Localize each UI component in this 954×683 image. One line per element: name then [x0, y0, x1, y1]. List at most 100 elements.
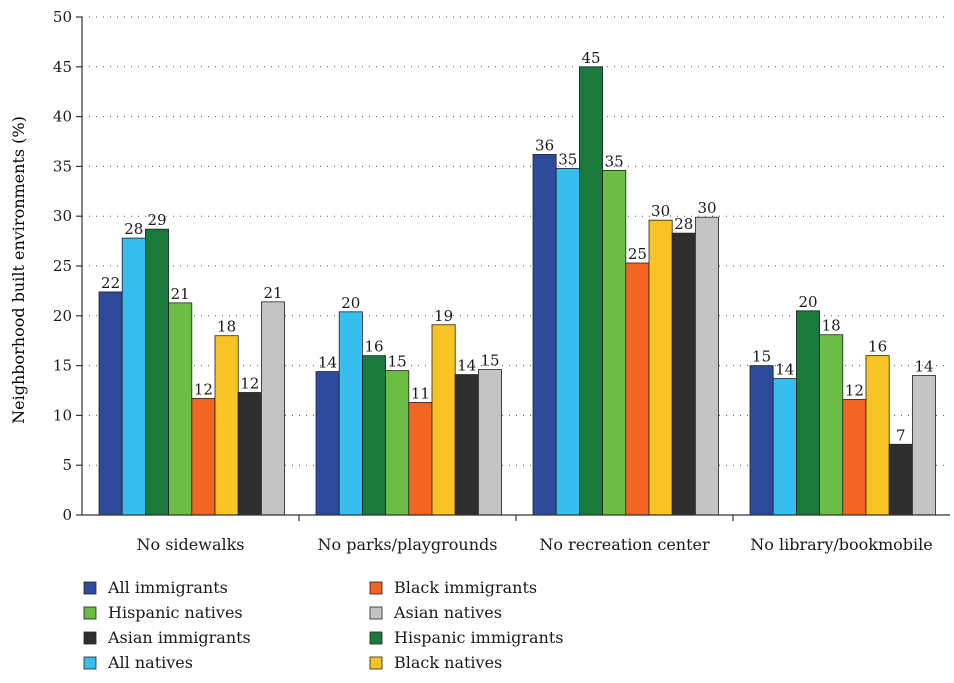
data-label: 14: [318, 354, 337, 372]
legend-swatch: [83, 631, 97, 645]
data-label: 35: [605, 152, 624, 170]
data-label: 14: [457, 357, 476, 375]
bar: [144, 228, 169, 516]
legend-label: Hispanic natives: [108, 603, 243, 622]
data-label: 25: [628, 245, 647, 263]
category-label: No recreation center: [539, 535, 710, 554]
data-label: 35: [558, 150, 577, 168]
legend-swatch: [369, 581, 383, 595]
data-label: 16: [868, 338, 887, 356]
legend-swatch: [83, 606, 97, 620]
data-label: 36: [535, 136, 554, 154]
bar: [431, 324, 456, 516]
data-label: 28: [674, 215, 693, 233]
bar: [579, 66, 604, 516]
legend-label: Asian immigrants: [107, 628, 251, 647]
y-tick-label: 25: [53, 257, 72, 275]
category-label: No library/bookmobile: [750, 535, 932, 554]
data-label: 14: [914, 358, 933, 376]
data-label: 19: [434, 307, 453, 325]
data-label: 20: [341, 294, 360, 312]
legend: All immigrants Black immigrants Hispanic n…: [83, 578, 563, 672]
data-label: 21: [263, 284, 282, 302]
gridlines: [82, 16, 950, 466]
data-label: 15: [480, 352, 499, 370]
data-label: 20: [798, 293, 817, 311]
bar: [315, 371, 340, 516]
legend-swatch: [369, 606, 383, 620]
bar: [121, 237, 146, 516]
bar: [408, 402, 433, 516]
y-tick-label: 30: [53, 207, 72, 225]
bar: [888, 443, 913, 516]
bar: [671, 232, 696, 516]
legend-swatch: [369, 656, 383, 670]
bars: [98, 66, 937, 516]
bar: [214, 335, 239, 516]
data-label: 30: [697, 199, 716, 217]
bar: [625, 262, 650, 516]
y-tick-label: 35: [53, 157, 72, 175]
bar: [361, 355, 386, 516]
bar: [191, 398, 216, 516]
y-tick-label: 0: [62, 506, 72, 524]
y-axis-title: Neighborhood built environments (%): [9, 116, 28, 424]
data-label: 15: [388, 353, 407, 371]
bar: [796, 310, 821, 516]
bar: [454, 374, 479, 516]
bar: [842, 399, 867, 516]
data-label: 11: [411, 384, 430, 402]
data-label: 12: [194, 380, 213, 398]
y-tick-label: 50: [53, 8, 72, 26]
legend-swatch: [369, 631, 383, 645]
bar: [695, 216, 720, 516]
data-label: 22: [101, 274, 120, 292]
category-label: No sidewalks: [136, 535, 244, 554]
bar: [260, 301, 285, 516]
data-label: 12: [240, 374, 259, 392]
y-tick-label: 5: [62, 456, 72, 474]
bar: [772, 378, 797, 516]
bar: [749, 365, 774, 516]
bar: [602, 169, 627, 516]
data-label: 45: [581, 49, 600, 67]
bar: [237, 392, 262, 516]
y-tick-label: 20: [53, 307, 72, 325]
bar: [648, 219, 673, 516]
data-label: 28: [124, 220, 143, 238]
y-tick-label: 15: [53, 357, 72, 375]
bar: [555, 167, 580, 516]
bar: [338, 311, 363, 516]
bar: [865, 355, 890, 516]
data-label: 18: [217, 318, 236, 336]
data-label: 29: [147, 211, 166, 229]
bar: [532, 154, 557, 516]
legend-label: Hispanic immigrants: [394, 628, 563, 647]
bar: [385, 370, 410, 516]
bar: [912, 375, 937, 516]
data-label: 15: [752, 348, 771, 366]
y-tick-label: 10: [53, 406, 72, 424]
data-label: 30: [651, 202, 670, 220]
bar: [477, 369, 502, 516]
y-tick-label: 40: [53, 108, 72, 126]
data-label: 18: [822, 317, 841, 335]
data-label: 21: [171, 285, 190, 303]
legend-swatch: [83, 656, 97, 670]
legend-swatch: [83, 581, 97, 595]
data-label: 7: [896, 426, 906, 444]
data-label: 12: [845, 381, 864, 399]
bar: [168, 302, 193, 516]
legend-label: All natives: [107, 653, 193, 672]
legend-label: Black natives: [394, 653, 502, 672]
legend-label: All immigrants: [107, 578, 228, 597]
bar: [98, 291, 123, 516]
data-label: 16: [364, 338, 383, 356]
legend-label: Asian natives: [393, 603, 502, 622]
y-tick-label: 45: [53, 58, 72, 76]
category-label: No parks/playgrounds: [318, 535, 498, 554]
axes: 0 5 10 15 20 25 30 35 40 45 50 No sidewalks No parks…: [53, 8, 950, 554]
legend-label: Black immigrants: [394, 578, 537, 597]
